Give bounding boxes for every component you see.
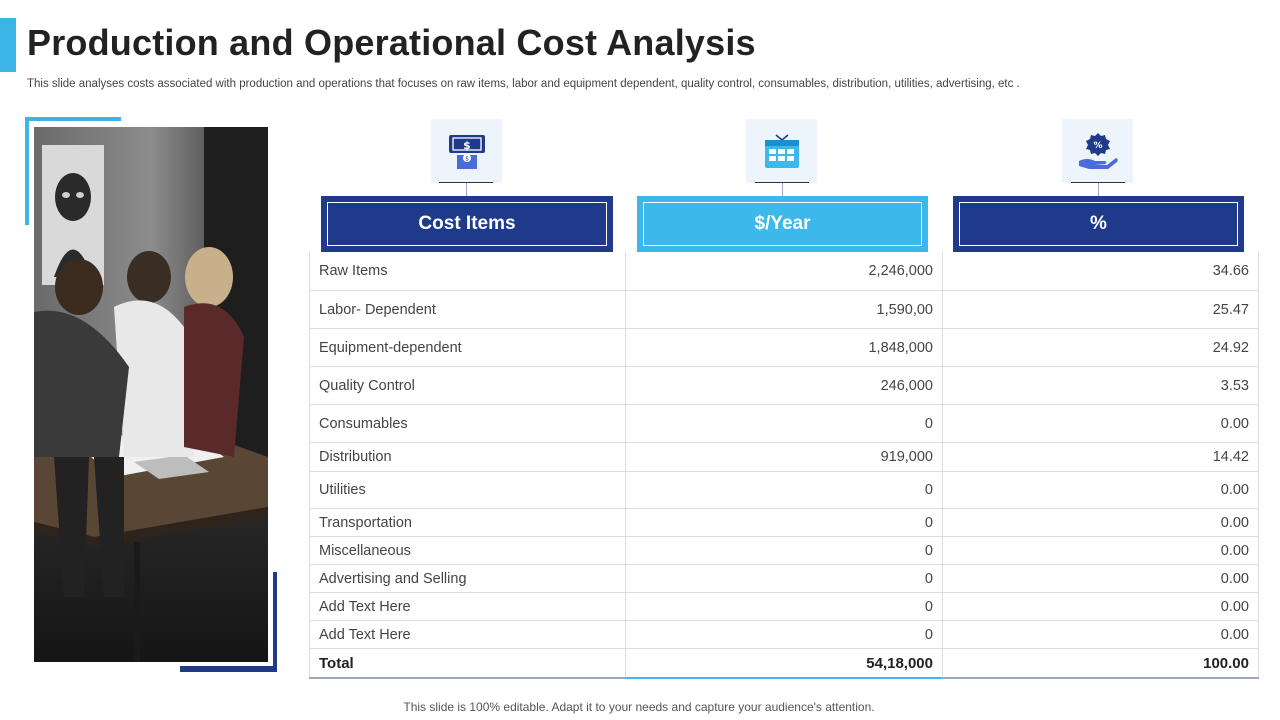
header-percent: % [953,196,1244,252]
table-total-row: Total 54,18,000 100.00 [309,649,1259,679]
header-cost-items: Cost Items [321,196,613,252]
percent-cell: 14.42 [943,443,1259,471]
team-meeting-photo [34,127,268,662]
svg-text:$: $ [463,139,471,152]
percent-cell: 34.66 [943,252,1259,290]
table-row: Consumables 0 0.00 [309,405,1259,443]
cost-item-cell: Consumables [309,405,626,442]
header-cost-items-label: Cost Items [327,202,607,246]
header-per-year: $/Year [637,196,928,252]
table-row: Advertising and Selling 0 0.00 [309,565,1259,593]
cost-item-cell: Labor- Dependent [309,291,626,328]
table-row: Labor- Dependent 1,590,00 25.47 [309,291,1259,329]
percent-hand-icon: % [1062,119,1133,183]
svg-text:%: % [1093,141,1102,151]
cost-item-cell: Raw Items [309,252,626,290]
per-year-cell: 919,000 [626,443,943,471]
percent-cell: 0.00 [943,472,1259,508]
cost-item-cell: Add Text Here [309,593,626,620]
table-row: Miscellaneous 0 0.00 [309,537,1259,565]
table-row: Quality Control 246,000 3.53 [309,367,1259,405]
table-row: Add Text Here 0 0.00 [309,593,1259,621]
total-label-cell: Total [309,649,626,677]
calendar-icon [746,119,817,183]
total-per-year-cell: 54,18,000 [626,649,943,679]
table-row: Transportation 0 0.00 [309,509,1259,537]
percent-cell: 24.92 [943,329,1259,366]
per-year-cell: 0 [626,565,943,592]
header-per-year-label: $/Year [643,202,922,246]
per-year-cell: 1,590,00 [626,291,943,328]
icon-underline [439,182,493,183]
icon-underline [1071,182,1125,183]
cost-table: Raw Items 2,246,000 34.66 Labor- Depende… [309,252,1259,679]
per-year-cell: 0 [626,537,943,564]
per-year-cell: 0 [626,621,943,648]
icon-connector [466,183,467,196]
table-row: Add Text Here 0 0.00 [309,621,1259,649]
page-title: Production and Operational Cost Analysis [27,22,756,63]
cost-item-cell: Distribution [309,443,626,471]
icon-connector [782,183,783,196]
per-year-cell: 0 [626,509,943,536]
per-year-cell: 0 [626,405,943,442]
svg-text:$: $ [465,156,469,163]
page-subtitle: This slide analyses costs associated wit… [27,78,1020,90]
total-percent-cell: 100.00 [943,649,1259,677]
percent-cell: 25.47 [943,291,1259,328]
header-percent-label: % [959,202,1238,246]
percent-cell: 3.53 [943,367,1259,404]
footer-note: This slide is 100% editable. Adapt it to… [403,700,875,714]
per-year-cell: 0 [626,472,943,508]
percent-cell: 0.00 [943,509,1259,536]
cost-item-cell: Miscellaneous [309,537,626,564]
per-year-cell: 246,000 [626,367,943,404]
table-row: Raw Items 2,246,000 34.66 [309,252,1259,291]
cost-item-cell: Advertising and Selling [309,565,626,592]
percent-cell: 0.00 [943,405,1259,442]
percent-cell: 0.00 [943,565,1259,592]
title-accent-bar [0,18,16,72]
per-year-cell: 0 [626,593,943,620]
table-row: Distribution 919,000 14.42 [309,443,1259,472]
per-year-cell: 2,246,000 [626,252,943,290]
cost-item-cell: Equipment-dependent [309,329,626,366]
icon-connector [1098,183,1099,196]
cost-item-cell: Utilities [309,472,626,508]
percent-cell: 0.00 [943,593,1259,620]
cost-item-cell: Add Text Here [309,621,626,648]
icon-underline [755,182,809,183]
percent-cell: 0.00 [943,621,1259,648]
table-row: Utilities 0 0.00 [309,472,1259,509]
cost-item-cell: Transportation [309,509,626,536]
money-bill-icon: $ $ [431,119,502,183]
percent-cell: 0.00 [943,537,1259,564]
table-row: Equipment-dependent 1,848,000 24.92 [309,329,1259,367]
cost-item-cell: Quality Control [309,367,626,404]
per-year-cell: 1,848,000 [626,329,943,366]
